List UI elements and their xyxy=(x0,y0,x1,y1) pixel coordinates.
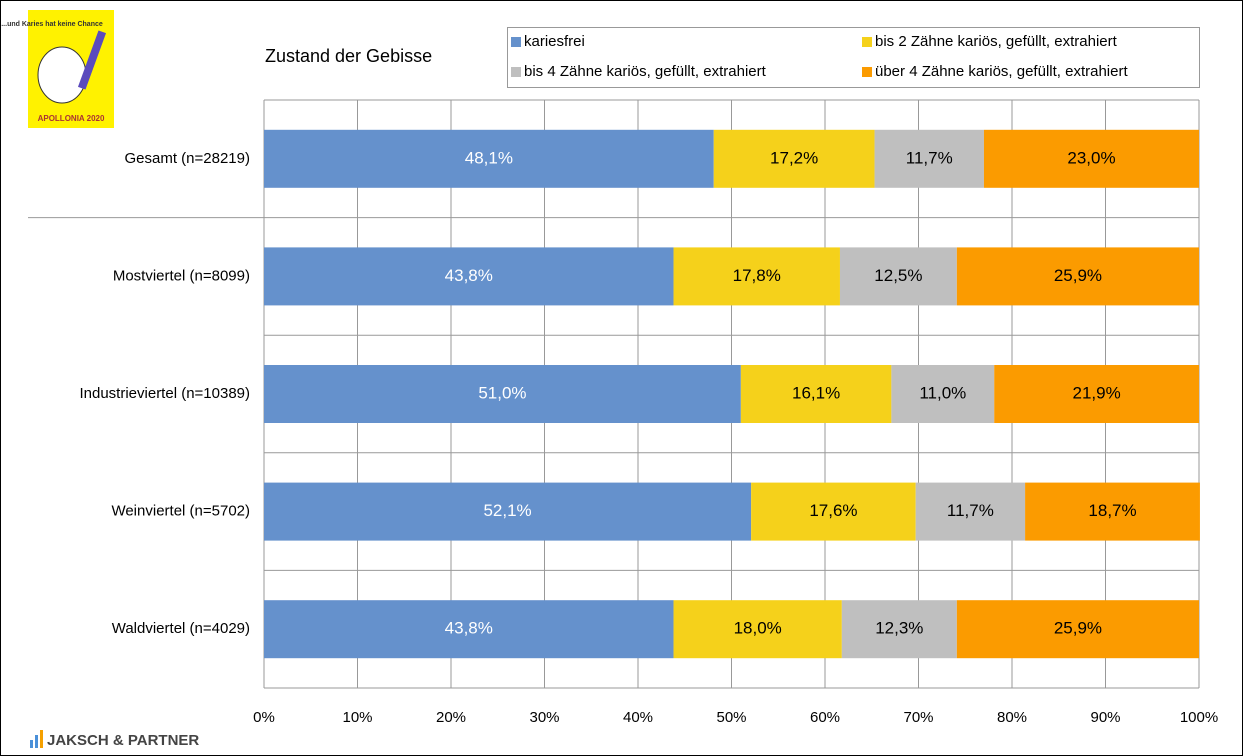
x-tick-label: 80% xyxy=(997,709,1027,726)
x-tick-label: 90% xyxy=(1090,709,1120,726)
bar-segment xyxy=(891,365,995,423)
bar-segment xyxy=(915,482,1026,541)
legend-label: bis 4 Zähne kariös, gefüllt, extrahiert xyxy=(524,63,767,80)
y-tick-label: Gesamt (n=28219) xyxy=(125,150,251,167)
data-label: 11,7% xyxy=(906,148,953,167)
bar-segment xyxy=(956,600,1199,659)
x-tick-label: 30% xyxy=(529,709,559,726)
data-label: 25,9% xyxy=(1054,266,1102,285)
x-tick-label: 100% xyxy=(1180,709,1218,726)
bar-segment xyxy=(751,482,916,541)
data-label: 25,9% xyxy=(1054,619,1102,638)
legend-swatch xyxy=(511,67,521,77)
x-tick-label: 20% xyxy=(436,709,466,726)
data-label: 21,9% xyxy=(1073,383,1121,402)
y-tick-label: Weinviertel (n=5702) xyxy=(111,503,250,520)
data-label: 43,8% xyxy=(445,619,493,638)
data-label: 11,7% xyxy=(947,501,994,520)
bar-segment xyxy=(983,129,1199,188)
data-label: 43,8% xyxy=(445,266,493,285)
bar-segment xyxy=(264,365,741,423)
data-label: 18,7% xyxy=(1088,501,1136,520)
x-tick-label: 10% xyxy=(342,709,372,726)
y-tick-label: Waldviertel (n=4029) xyxy=(112,620,250,637)
bar-segment xyxy=(874,129,984,188)
y-tick-label: Mostviertel (n=8099) xyxy=(113,267,250,284)
x-tick-label: 60% xyxy=(810,709,840,726)
bar-segment xyxy=(713,129,875,188)
legend-swatch xyxy=(511,37,521,47)
legend-box xyxy=(507,27,1200,88)
bar-segment xyxy=(1025,482,1200,541)
source: JAKSCH & PARTNER xyxy=(47,732,199,749)
source-logo-bar xyxy=(30,740,33,748)
bar-segment xyxy=(841,600,957,659)
legend-label: kariesfrei xyxy=(524,33,585,50)
source-logo-bar xyxy=(40,730,43,748)
data-label: 17,2% xyxy=(770,148,818,167)
bar-segment xyxy=(264,247,674,306)
data-label: 12,5% xyxy=(874,266,922,285)
bar-segment xyxy=(839,247,957,306)
data-label: 11,0% xyxy=(919,383,966,402)
logo-brush xyxy=(77,30,107,90)
bar-segment xyxy=(673,600,842,659)
bar-segment xyxy=(264,129,714,188)
bar-segment xyxy=(264,600,674,659)
logo: ...und Karies hat keine Chance APOLLONIA… xyxy=(1,10,114,128)
data-label: 23,0% xyxy=(1067,148,1115,167)
logo-name: APOLLONIA 2020 xyxy=(38,114,105,123)
data-label: 17,6% xyxy=(809,501,857,520)
data-label: 48,1% xyxy=(465,148,513,167)
x-tick-label: 40% xyxy=(623,709,653,726)
source-logo-bar xyxy=(35,735,38,748)
data-label: 51,0% xyxy=(478,383,526,402)
bar-segment xyxy=(956,247,1199,306)
data-label: 12,3% xyxy=(875,619,923,638)
x-tick-label: 0% xyxy=(253,709,275,726)
bar-segment xyxy=(740,365,892,423)
x-tick-label: 70% xyxy=(903,709,933,726)
data-label: 52,1% xyxy=(483,501,531,520)
source-logo: JAKSCH & PARTNER xyxy=(30,730,199,749)
chart-title: Zustand der Gebisse xyxy=(265,46,432,66)
legend-label: über 4 Zähne kariös, gefüllt, extrahiert xyxy=(875,63,1128,80)
data-label: 18,0% xyxy=(734,619,782,638)
bar-segment xyxy=(264,482,752,541)
bar-segment xyxy=(673,247,840,306)
logo-caption: ...und Karies hat keine Chance xyxy=(1,21,103,28)
bar-segment xyxy=(994,365,1199,423)
data-label: 16,1% xyxy=(792,383,840,402)
logo-tooth xyxy=(37,46,87,104)
legend-swatch xyxy=(862,67,872,77)
data-label: 17,8% xyxy=(733,266,781,285)
legend-swatch xyxy=(862,37,872,47)
legend-label: bis 2 Zähne kariös, gefüllt, extrahiert xyxy=(875,33,1118,50)
x-tick-label: 50% xyxy=(716,709,746,726)
y-tick-label: Industrieviertel (n=10389) xyxy=(79,385,250,402)
